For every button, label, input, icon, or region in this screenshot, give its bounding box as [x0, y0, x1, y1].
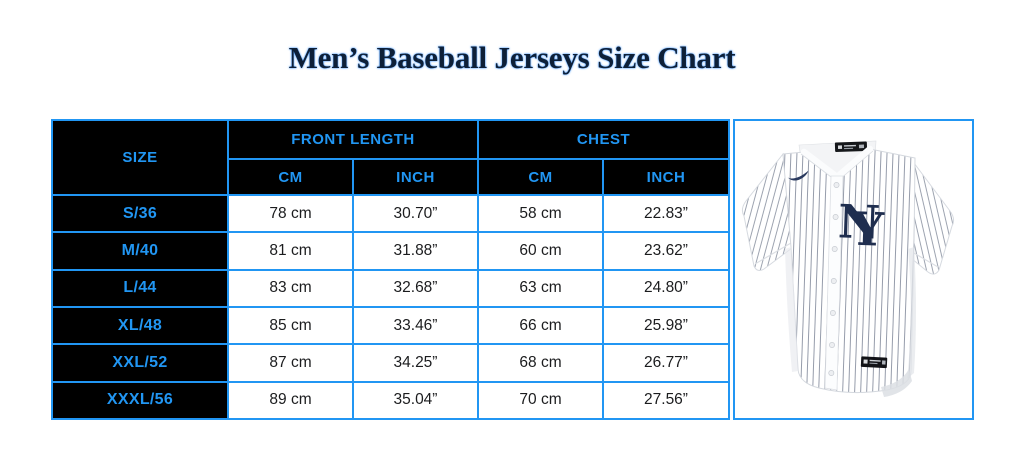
- left-side-shadow: [785, 247, 798, 372]
- front-length-inch-value: 31.88”: [352, 231, 479, 271]
- button: [831, 246, 838, 252]
- jock-tag: [860, 356, 888, 369]
- monogram-n: N: [837, 194, 881, 249]
- table-row: XL/48 85 cm 33.46” 66 cm 25.98”: [51, 305, 730, 346]
- chest-inch-value: 22.83”: [602, 193, 730, 234]
- front-length-inch-value: 32.68”: [352, 268, 479, 308]
- front-length-cm-value: 85 cm: [227, 305, 354, 346]
- chest-cm-value: 60 cm: [477, 231, 604, 271]
- header-row-groups: SIZE FRONT LENGTH CHEST: [51, 119, 730, 196]
- table-row: S/36 78 cm 30.70” 58 cm 22.83”: [51, 193, 730, 234]
- size-label: XL/48: [51, 305, 229, 346]
- front-length-inch-value: 34.25”: [352, 343, 479, 383]
- front-length-inch-value: 30.70”: [352, 193, 479, 234]
- header-front-inch: INCH: [352, 158, 479, 196]
- front-length-cm-value: 78 cm: [227, 193, 354, 234]
- button: [829, 310, 836, 316]
- header-chest-inch: INCH: [602, 158, 730, 196]
- header-front-cm: CM: [227, 158, 354, 196]
- header-size: SIZE: [51, 119, 229, 196]
- chest-inch-value: 27.56”: [602, 380, 730, 421]
- hem-fold-shadow: [881, 369, 912, 397]
- chest-cm-value: 63 cm: [477, 268, 604, 308]
- table-row: XXXL/56 89 cm 35.04” 70 cm 27.56”: [51, 380, 730, 421]
- header-chest-cm: CM: [477, 158, 604, 196]
- button: [832, 214, 839, 220]
- size-label: S/36: [51, 193, 229, 234]
- table-row: M/40 81 cm 31.88” 60 cm 23.62”: [51, 231, 730, 271]
- right-side-shadow: [907, 247, 916, 379]
- jersey-left-sleeve: [741, 152, 793, 271]
- front-length-inch-value: 33.46”: [352, 305, 479, 346]
- chest-inch-value: 23.62”: [602, 231, 730, 271]
- size-chart-header: SIZE FRONT LENGTH CHEST CM INCH CM INCH: [51, 119, 730, 196]
- chest-cm-value: 66 cm: [477, 305, 604, 346]
- page-title: Men’s Baseball Jerseys Size Chart: [288, 40, 736, 75]
- chest-cm-value: 58 cm: [477, 193, 604, 234]
- nike-swoosh-icon: [787, 170, 809, 181]
- front-length-inch-value: 35.04”: [352, 380, 479, 421]
- chest-inch-value: 26.77”: [602, 343, 730, 383]
- vneck-trim: [800, 145, 874, 181]
- table-row: XXL/52 87 cm 34.25” 68 cm 26.77”: [51, 343, 730, 383]
- size-label: M/40: [51, 231, 229, 271]
- yankees-ny-logo: N Y: [837, 194, 886, 257]
- size-chart-table: SIZE FRONT LENGTH CHEST CM INCH CM INCH …: [51, 119, 730, 421]
- chest-inch-value: 25.98”: [602, 305, 730, 346]
- button: [830, 278, 837, 284]
- collar-label: [834, 141, 868, 153]
- button: [829, 342, 835, 348]
- chest-inch-value: 24.80”: [602, 268, 730, 308]
- front-length-cm-value: 83 cm: [227, 268, 354, 308]
- chest-cm-value: 68 cm: [477, 343, 604, 383]
- table-row: L/44 83 cm 32.68” 63 cm 24.80”: [51, 268, 730, 308]
- jersey-product-image-panel: N Y: [733, 119, 974, 420]
- jersey-right-sleeve: [905, 157, 955, 275]
- size-chart-body: S/36 78 cm 30.70” 58 cm 22.83” M/40 81 c…: [51, 193, 730, 421]
- chest-cm-value: 70 cm: [477, 380, 604, 421]
- size-label: XXXL/56: [51, 380, 229, 421]
- front-length-cm-value: 81 cm: [227, 231, 354, 271]
- header-chest: CHEST: [477, 119, 730, 160]
- yankees-jersey-image: N Y: [741, 140, 955, 397]
- header-front-length: FRONT LENGTH: [227, 119, 479, 160]
- button-placket: [824, 175, 844, 391]
- front-length-cm-value: 87 cm: [227, 343, 354, 383]
- jersey-torso: [782, 148, 916, 394]
- header-row-units: CM INCH CM INCH: [52, 158, 730, 196]
- size-label: XXL/52: [51, 343, 229, 383]
- front-length-cm-value: 89 cm: [227, 380, 354, 421]
- size-label: L/44: [51, 268, 229, 308]
- button: [833, 182, 840, 188]
- left-cuff-seam: [754, 242, 792, 265]
- button: [828, 370, 835, 376]
- monogram-y: Y: [849, 202, 886, 257]
